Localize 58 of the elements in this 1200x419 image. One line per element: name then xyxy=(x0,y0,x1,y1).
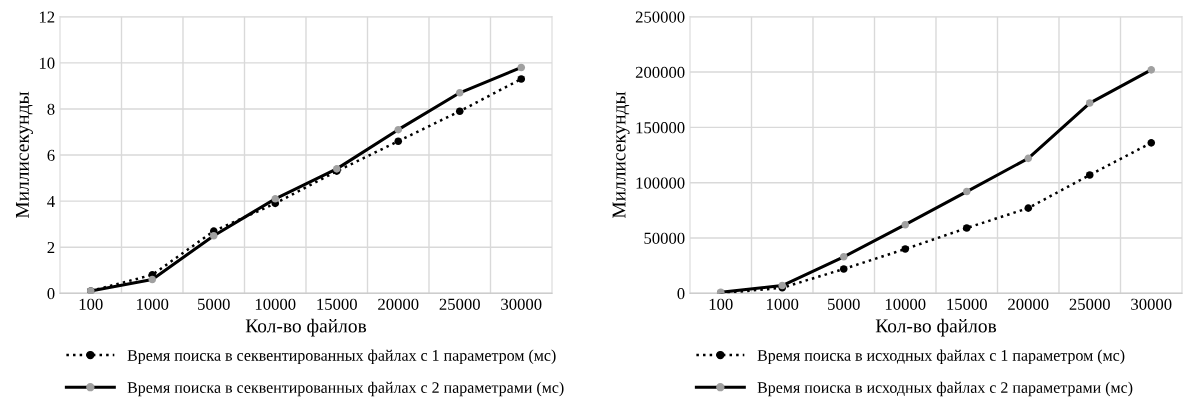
x-tick-label: 1000 xyxy=(767,298,799,310)
y-tick-label: 50000 xyxy=(644,232,685,244)
x-tick-label: 100 xyxy=(709,298,733,310)
y-axis-title: Миллисекунды xyxy=(612,91,630,219)
legend-label: Время поиска в секвентированных файлах с 2 параметрами (мс) xyxy=(127,381,564,397)
point xyxy=(394,137,403,146)
point xyxy=(455,107,464,116)
point xyxy=(1024,154,1033,163)
x-tick-label: 10000 xyxy=(885,298,926,310)
y-tick-label: 2 xyxy=(47,241,55,253)
point xyxy=(209,231,218,240)
x-tick-label: 20000 xyxy=(1008,298,1049,310)
x-tick-label: 5000 xyxy=(198,298,230,310)
x-tick-label: 100 xyxy=(79,298,103,310)
legend-label: Время поиска в секвентированных файлах с 1 параметром (мс) xyxy=(127,349,556,365)
point xyxy=(517,63,526,72)
point xyxy=(839,252,848,261)
point xyxy=(901,245,910,253)
y-tick-label: 100000 xyxy=(636,177,685,189)
x-tick-label: 30000 xyxy=(1131,298,1172,310)
y-tick-label: 6 xyxy=(47,149,55,161)
point xyxy=(962,224,971,232)
x-tick-label: 20000 xyxy=(378,298,419,310)
point xyxy=(148,275,157,284)
y-tick-label: 0 xyxy=(677,288,685,300)
point xyxy=(1085,99,1094,107)
point xyxy=(1147,66,1156,74)
y-tick-label: 4 xyxy=(47,195,55,207)
x-tick-label: 5000 xyxy=(828,298,860,310)
x-tick-label: 1000 xyxy=(137,298,169,310)
point xyxy=(1147,139,1156,147)
point xyxy=(271,195,280,203)
y-tick-label: 150000 xyxy=(636,122,685,134)
y-tick-label: 10 xyxy=(39,57,55,69)
legend-label: Время поиска в исходных файлах с 2 параметрами (мс) xyxy=(757,381,1133,397)
x-tick-label: 25000 xyxy=(439,298,480,310)
point xyxy=(455,89,464,97)
y-tick-label: 12 xyxy=(39,11,55,23)
point xyxy=(839,265,848,273)
x-tick-label: 15000 xyxy=(317,298,357,310)
legend-label: Время поиска в исходных файлах с 1 параметром (мс) xyxy=(757,349,1125,365)
y-tick-label: 0 xyxy=(47,288,55,300)
point xyxy=(517,75,526,83)
y-tick-label: 250000 xyxy=(635,11,685,23)
point xyxy=(1085,171,1094,179)
point xyxy=(901,220,910,229)
y-axis-title: Миллисекунды xyxy=(15,91,33,219)
point xyxy=(394,125,403,134)
x-tick-label: 15000 xyxy=(947,298,987,310)
x-tick-label: 10000 xyxy=(255,298,296,310)
x-tick-label: 30000 xyxy=(501,298,542,310)
point xyxy=(1024,204,1033,212)
x-axis-title: Кол-во файлов xyxy=(245,318,367,337)
y-tick-label: 200000 xyxy=(635,66,685,79)
point xyxy=(962,187,971,196)
x-tick-label: 25000 xyxy=(1069,298,1110,310)
x-axis-title: Кол-во файлов xyxy=(875,318,997,337)
y-tick-label: 8 xyxy=(47,103,55,115)
